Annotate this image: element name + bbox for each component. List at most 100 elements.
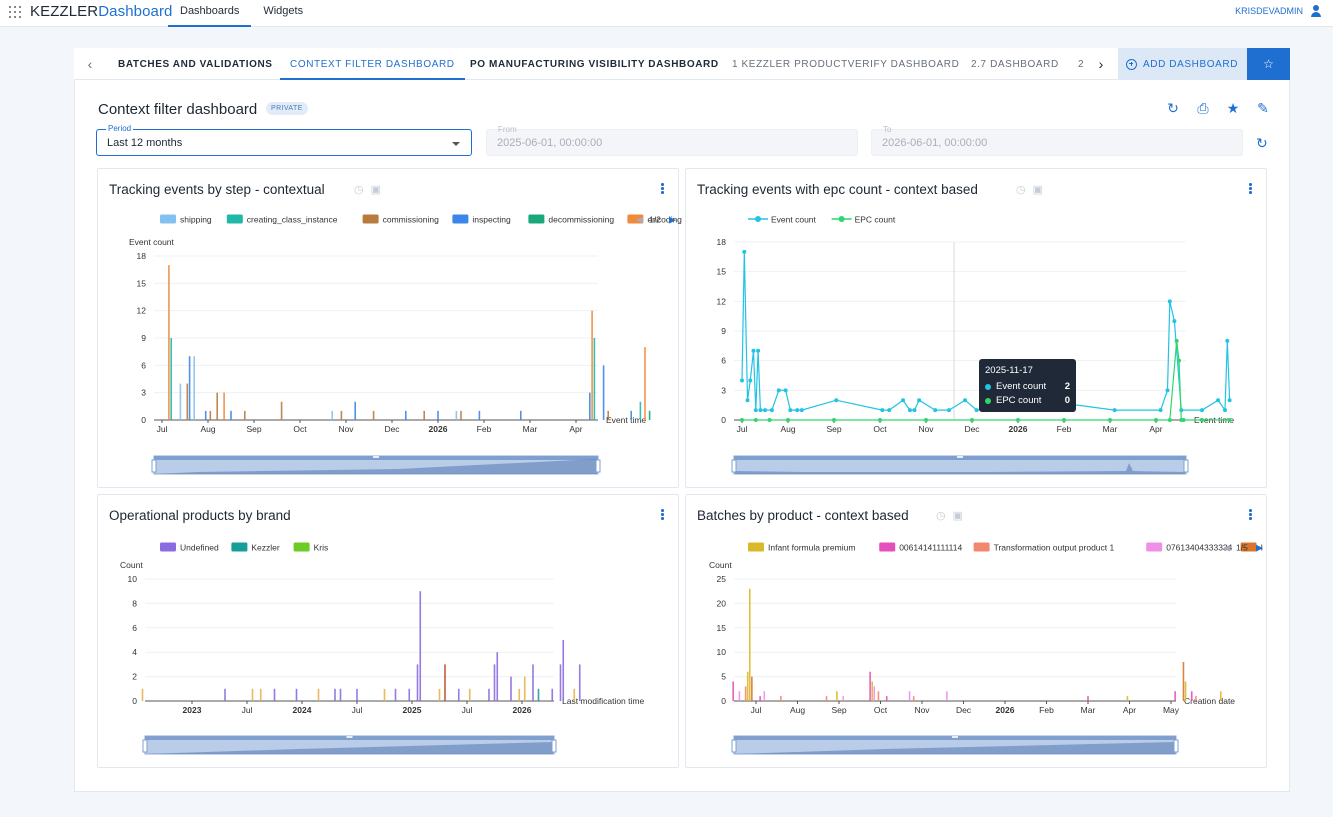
series-point xyxy=(799,408,804,413)
user-menu[interactable]: KRISDEVADMIN xyxy=(1235,4,1323,18)
series-point xyxy=(740,418,744,422)
y-tick-label: 0 xyxy=(141,415,146,425)
y-tick-label: 8 xyxy=(132,598,137,608)
user-icon xyxy=(1309,4,1323,18)
y-tick-label: 4 xyxy=(132,647,137,657)
series-point xyxy=(763,408,767,413)
series-point xyxy=(1108,418,1112,422)
edit-pencil-icon[interactable]: ✎ xyxy=(1257,100,1269,116)
tab-batches-and-validations[interactable]: BATCHES AND VALIDATIONS xyxy=(118,59,273,70)
bar xyxy=(551,688,554,701)
chart-title: Tracking events with epc count - context… xyxy=(697,182,978,197)
dashboard-tabs: ‹ BATCHES AND VALIDATIONS CONTEXT FILTER… xyxy=(74,48,1290,80)
legend-label: Undefined xyxy=(180,542,219,552)
bar xyxy=(836,691,838,701)
app-brand[interactable]: KEZZLERDashboard xyxy=(30,3,173,20)
tabs-next-icon[interactable]: › xyxy=(1098,56,1104,72)
bar xyxy=(437,410,439,420)
bar xyxy=(209,410,212,420)
bar xyxy=(573,688,576,701)
series-point xyxy=(1227,398,1232,403)
more-options-icon[interactable] xyxy=(1249,509,1252,520)
brand-dashboard-text: Dashboard xyxy=(98,3,173,20)
add-dashboard-button[interactable]: ADD DASHBOARD xyxy=(1118,48,1247,80)
tab-2-7-dashboard[interactable]: 2.7 DASHBOARD xyxy=(971,59,1059,70)
x-tick-label: Apr xyxy=(1149,424,1162,434)
bar xyxy=(493,664,496,701)
bar xyxy=(630,410,632,420)
y-tick-label: 6 xyxy=(721,356,726,366)
bar xyxy=(607,410,609,420)
series-point xyxy=(753,418,758,422)
reset-period-icon[interactable]: ↻ xyxy=(1256,135,1268,151)
x-tick-label: 2024 xyxy=(293,705,312,715)
calendar-icon: ▣ xyxy=(370,184,382,196)
y-tick-label: 15 xyxy=(137,278,147,288)
legend-label: shipping xyxy=(180,214,212,224)
bar xyxy=(744,686,747,701)
bar xyxy=(532,664,534,701)
y-tick-label: 6 xyxy=(141,360,146,370)
series-point xyxy=(1174,338,1179,343)
series-point xyxy=(1112,408,1117,413)
from-label: From xyxy=(498,125,517,134)
series-point xyxy=(776,388,781,393)
x-tick-label: Oct xyxy=(873,424,887,434)
more-options-icon[interactable] xyxy=(661,509,664,520)
apps-grid-icon[interactable] xyxy=(9,6,21,18)
bar xyxy=(230,410,232,420)
legend-label: Kezzler xyxy=(251,542,280,552)
series-point xyxy=(887,408,892,413)
x-tick-label: Feb xyxy=(477,424,492,434)
more-options-icon[interactable] xyxy=(661,183,664,194)
series-point xyxy=(1158,408,1163,413)
bar xyxy=(273,688,276,701)
from-value: 2025-06-01, 00:00:00 xyxy=(497,137,603,149)
x-tick-label: 2026 xyxy=(996,705,1015,715)
tab-2[interactable]: 2 xyxy=(1078,59,1085,70)
bar xyxy=(1195,696,1197,701)
bar xyxy=(738,691,741,701)
bar xyxy=(438,688,441,701)
legend-label: Infant formula premium xyxy=(768,542,855,552)
series-point xyxy=(1165,388,1170,393)
tab-kezzler-productverify[interactable]: 1 KEZZLER PRODUCTVERIFY DASHBOARD xyxy=(732,59,960,70)
nav-widgets[interactable]: Widgets xyxy=(263,5,304,17)
series-point xyxy=(1216,398,1221,403)
tab-context-filter-dashboard[interactable]: CONTEXT FILTER DASHBOARD xyxy=(280,48,465,80)
y-tick-label: 10 xyxy=(128,574,138,584)
tabs-prev-icon[interactable]: ‹ xyxy=(87,56,93,72)
y-tick-label: 2 xyxy=(132,672,137,682)
bar xyxy=(224,688,226,701)
x-tick-label: 2025 xyxy=(403,705,422,715)
bar xyxy=(216,392,218,420)
refresh-icon[interactable]: ↻ xyxy=(1167,100,1179,116)
favorites-button[interactable]: ☆ xyxy=(1247,48,1290,80)
x-axis-label: Event time xyxy=(606,415,646,425)
more-options-icon[interactable] xyxy=(1249,183,1252,194)
series-point xyxy=(756,348,761,353)
y-tick-label: 10 xyxy=(717,647,727,657)
nav-dashboards[interactable]: Dashboards xyxy=(168,0,252,27)
chart-card-operational-products: Operational products by brand Undefined K… xyxy=(97,494,679,768)
series-point xyxy=(1225,338,1230,343)
legend-label: commissioning xyxy=(383,214,439,224)
bar xyxy=(593,338,596,420)
tab-po-manufacturing-visibility[interactable]: PO MANUFACTURING VISIBILITY DASHBOARD xyxy=(470,59,719,70)
series-point xyxy=(742,249,747,254)
bar xyxy=(1174,691,1176,701)
series-point xyxy=(769,408,774,413)
series-point xyxy=(751,348,756,353)
bar xyxy=(455,410,458,420)
calendar-icon: ▣ xyxy=(1032,184,1044,196)
bar xyxy=(372,410,375,420)
bar xyxy=(1126,696,1129,701)
legend-swatch xyxy=(160,214,176,224)
series-point xyxy=(1200,408,1204,413)
share-lock-icon[interactable]: ⎙ xyxy=(1197,100,1209,116)
chart-svg: shipping creating_class_instance commissio… xyxy=(129,214,682,475)
bar xyxy=(763,691,766,701)
period-select[interactable]: Period Last 12 months xyxy=(96,124,472,156)
zoom-handle-right xyxy=(551,739,557,753)
favorite-star-icon[interactable]: ★ xyxy=(1226,100,1240,116)
